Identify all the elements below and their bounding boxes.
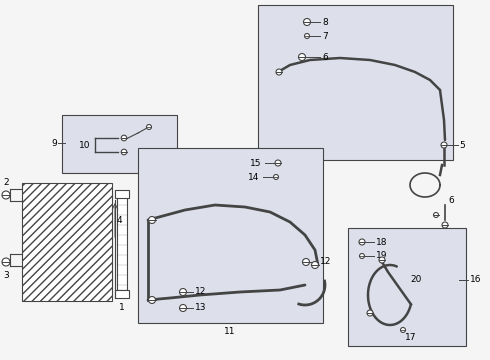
Bar	[115, 290, 129, 298]
Circle shape	[121, 149, 127, 155]
Text: 5: 5	[459, 140, 465, 149]
Text: 6: 6	[322, 53, 328, 62]
Bar	[348, 228, 466, 346]
Circle shape	[147, 125, 151, 130]
Circle shape	[2, 258, 10, 266]
Circle shape	[179, 305, 187, 311]
Text: 7: 7	[322, 32, 328, 41]
Circle shape	[276, 69, 282, 75]
Circle shape	[148, 297, 155, 303]
Text: 8: 8	[322, 18, 328, 27]
Text: 2: 2	[3, 177, 9, 186]
Text: 1: 1	[119, 303, 125, 312]
Text: 13: 13	[195, 303, 206, 312]
Bar	[62, 115, 177, 173]
Text: 12: 12	[195, 288, 206, 297]
Text: 19: 19	[376, 252, 388, 261]
Circle shape	[359, 239, 365, 245]
Circle shape	[2, 191, 10, 199]
Text: 3: 3	[3, 270, 9, 279]
Bar	[117, 195, 127, 290]
Circle shape	[434, 212, 439, 217]
Circle shape	[442, 222, 448, 228]
Text: 4: 4	[117, 216, 122, 225]
Bar	[22, 183, 112, 301]
Circle shape	[302, 258, 310, 266]
Circle shape	[367, 310, 373, 316]
Text: 18: 18	[376, 238, 388, 247]
Circle shape	[304, 33, 310, 39]
Text: 15: 15	[249, 158, 261, 167]
Circle shape	[179, 288, 187, 296]
Circle shape	[400, 328, 406, 333]
Text: 20: 20	[410, 275, 421, 284]
Circle shape	[312, 261, 318, 269]
Circle shape	[273, 175, 278, 180]
Text: 16: 16	[470, 275, 482, 284]
Circle shape	[379, 257, 385, 263]
Circle shape	[360, 253, 365, 258]
Circle shape	[148, 216, 155, 224]
Circle shape	[303, 18, 311, 26]
Circle shape	[298, 54, 305, 60]
Bar	[258, 5, 453, 160]
Circle shape	[441, 142, 447, 148]
Text: 6: 6	[448, 195, 454, 204]
Text: 14: 14	[247, 172, 259, 181]
Text: 12: 12	[320, 257, 331, 266]
Circle shape	[121, 135, 127, 141]
Text: 11: 11	[224, 328, 236, 337]
Text: 9: 9	[51, 139, 57, 148]
Bar	[115, 190, 129, 198]
Text: 10: 10	[78, 140, 90, 149]
Bar	[138, 148, 323, 323]
Text: 17: 17	[405, 333, 416, 342]
Circle shape	[275, 160, 281, 166]
